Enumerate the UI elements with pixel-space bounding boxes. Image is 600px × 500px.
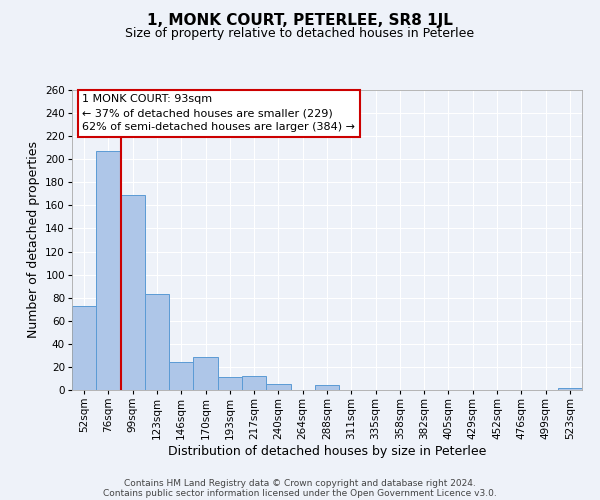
Bar	[558, 388, 582, 390]
Bar	[96, 151, 121, 390]
Bar	[242, 376, 266, 390]
Text: 1 MONK COURT: 93sqm
← 37% of detached houses are smaller (229)
62% of semi-detac: 1 MONK COURT: 93sqm ← 37% of detached ho…	[82, 94, 355, 132]
X-axis label: Distribution of detached houses by size in Peterlee: Distribution of detached houses by size …	[168, 444, 486, 458]
Text: 1, MONK COURT, PETERLEE, SR8 1JL: 1, MONK COURT, PETERLEE, SR8 1JL	[147, 12, 453, 28]
Bar	[121, 195, 145, 390]
Bar	[218, 378, 242, 390]
Text: Contains public sector information licensed under the Open Government Licence v3: Contains public sector information licen…	[103, 488, 497, 498]
Bar	[145, 294, 169, 390]
Bar	[169, 362, 193, 390]
Text: Size of property relative to detached houses in Peterlee: Size of property relative to detached ho…	[125, 28, 475, 40]
Text: Contains HM Land Registry data © Crown copyright and database right 2024.: Contains HM Land Registry data © Crown c…	[124, 478, 476, 488]
Bar	[315, 386, 339, 390]
Bar	[266, 384, 290, 390]
Bar	[72, 306, 96, 390]
Y-axis label: Number of detached properties: Number of detached properties	[27, 142, 40, 338]
Bar	[193, 356, 218, 390]
